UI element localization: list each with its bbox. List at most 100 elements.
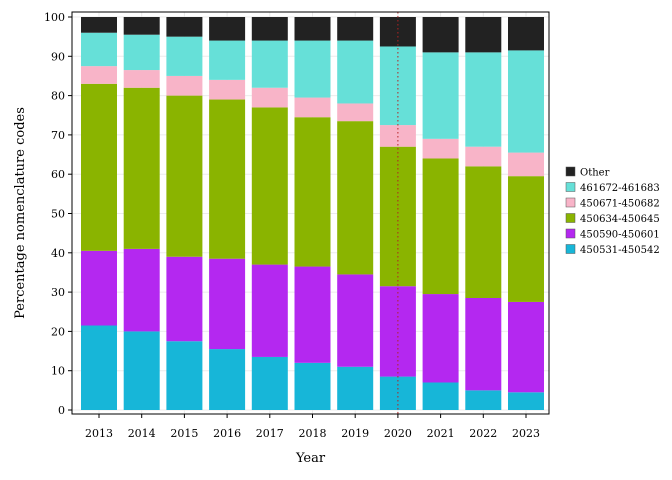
legend-label: 461672-461683	[580, 183, 660, 194]
x-tick-label: 2017	[256, 427, 284, 440]
bar-segment	[465, 146, 502, 167]
bar-segment	[123, 34, 160, 71]
bar-segment	[508, 392, 544, 410]
bar-segment	[337, 121, 374, 275]
bar-segment	[251, 87, 288, 108]
bar-segment	[251, 107, 288, 265]
bar-segment	[379, 46, 416, 126]
legend-label: 450531-450542	[580, 245, 660, 256]
x-tick-label: 2019	[341, 427, 369, 440]
bar-segment	[166, 36, 203, 76]
legend-swatch	[565, 182, 576, 192]
y-tick-label: 100	[44, 11, 65, 24]
y-tick-label: 70	[51, 129, 65, 142]
bar-segment	[422, 52, 459, 139]
bar-segment	[81, 83, 117, 251]
bar-segment	[166, 256, 203, 342]
bar-segment	[508, 152, 544, 177]
bar-segment	[379, 17, 416, 47]
legend-label: 450590-450601	[580, 230, 660, 241]
bar-segment	[81, 250, 117, 326]
bar-segment	[294, 17, 331, 41]
x-tick-label: 2018	[299, 427, 327, 440]
bar-segment	[209, 79, 246, 100]
bar-segment	[123, 331, 160, 410]
bar-segment	[422, 17, 459, 53]
legend-label: Other	[580, 168, 610, 179]
bar-segment	[422, 138, 459, 159]
x-tick-label: 2014	[128, 427, 156, 440]
bar-segment	[379, 125, 416, 147]
bar-segment	[123, 248, 160, 332]
bar-segment	[123, 17, 160, 35]
bar-segment	[337, 274, 374, 367]
bar-segment	[294, 97, 331, 118]
bar-segment	[209, 349, 246, 410]
bar-segment	[251, 356, 288, 410]
bar-segment	[465, 166, 502, 298]
bar-segment	[81, 32, 117, 67]
legend-swatch	[565, 213, 576, 223]
y-axis: 0 10 20 30 40 50 60 70 80 90 100	[44, 11, 72, 417]
bar-segment	[379, 286, 416, 377]
y-axis-title: Percentage nomenclature codes	[13, 107, 28, 319]
bar-segment	[166, 341, 203, 410]
bar-segment	[123, 70, 160, 88]
bar-segment	[251, 264, 288, 357]
x-tick-label: 2021	[427, 427, 455, 440]
bar-segment	[166, 95, 203, 257]
bar-segment	[422, 382, 459, 410]
x-axis-title: Year	[295, 451, 326, 466]
bar-segment	[251, 40, 288, 88]
bar-segment	[166, 17, 203, 37]
y-tick-label: 80	[51, 90, 65, 103]
bar-segment	[508, 176, 544, 302]
bar-segment	[337, 103, 374, 122]
legend: Other 461672-461683 450671-450682 450634-45…	[565, 166, 660, 256]
bar-segment	[508, 50, 544, 153]
bar-segment	[123, 87, 160, 249]
y-tick-label: 10	[51, 365, 65, 378]
bar-segment	[209, 99, 246, 259]
bar-segment	[209, 258, 246, 350]
bar-segment	[81, 17, 117, 33]
y-tick-label: 20	[51, 325, 65, 338]
legend-swatch	[565, 166, 576, 177]
bar-segment	[294, 40, 331, 98]
bar-segment	[465, 390, 502, 410]
y-tick-label: 90	[51, 50, 65, 63]
bar-segment	[337, 17, 374, 41]
bar-segment	[251, 17, 288, 41]
legend-swatch	[565, 197, 576, 208]
bar-segment	[294, 266, 331, 363]
bar-segment	[209, 17, 246, 41]
y-tick-label: 60	[51, 168, 65, 181]
y-tick-label: 40	[51, 247, 65, 260]
bar-segment	[294, 117, 331, 267]
bar-segment	[465, 52, 502, 147]
legend-label: 450634-450645	[580, 214, 660, 225]
x-tick-label: 2013	[85, 427, 113, 440]
x-tick-label: 2022	[469, 427, 497, 440]
bar-segment	[166, 75, 203, 96]
x-tick-label: 2020	[384, 427, 412, 440]
bar-segment	[508, 17, 544, 51]
bar-segment	[294, 362, 331, 410]
legend-swatch	[565, 244, 576, 254]
x-tick-label: 2023	[512, 427, 540, 440]
x-tick-label: 2015	[170, 427, 198, 440]
bars	[81, 17, 544, 410]
bar-segment	[81, 325, 117, 410]
legend-label: 450671-450682	[580, 199, 660, 210]
bar-segment	[422, 294, 459, 383]
bar-segment	[508, 301, 544, 393]
legend-swatch	[565, 228, 576, 239]
bar-segment	[422, 158, 459, 295]
bar-segment	[465, 17, 502, 53]
y-tick-label: 30	[51, 286, 65, 299]
bar-segment	[209, 40, 246, 80]
y-tick-label: 0	[58, 404, 65, 417]
bar-segment	[337, 40, 374, 104]
x-tick-label: 2016	[213, 427, 241, 440]
